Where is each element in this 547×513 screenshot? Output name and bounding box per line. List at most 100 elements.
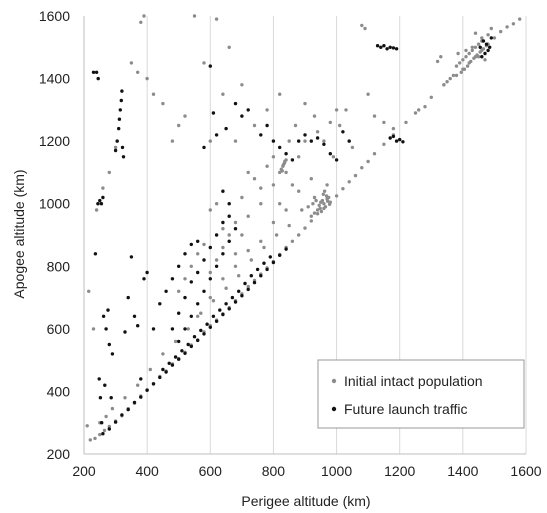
launch-traffic-point <box>129 255 134 259</box>
launch-traffic-point <box>484 42 489 46</box>
initial-population-point <box>91 327 96 331</box>
initial-population-point <box>161 352 165 356</box>
initial-population-point <box>271 155 276 159</box>
launch-traffic-point <box>214 133 219 137</box>
launch-traffic-point <box>481 39 486 43</box>
initial-population-point <box>224 286 228 290</box>
initial-population-point <box>249 258 253 262</box>
launch-traffic-point <box>224 302 228 306</box>
launch-traffic-point <box>139 395 143 399</box>
initial-population-point <box>202 61 206 65</box>
launch-traffic-point <box>100 421 104 425</box>
initial-population-point <box>101 186 105 190</box>
x-tick-labels: 200 400 600 800 1000 1200 1400 1600 <box>72 463 541 479</box>
initial-population-point <box>321 192 325 196</box>
initial-population-point <box>318 206 322 211</box>
initial-population-point <box>360 166 364 170</box>
initial-population-point <box>505 25 509 29</box>
launch-traffic-point <box>398 137 402 142</box>
initial-population-point <box>274 233 279 237</box>
initial-population-point <box>192 14 197 18</box>
launch-traffic-point <box>227 202 231 206</box>
initial-population-point <box>300 208 304 212</box>
initial-population-point <box>202 242 206 247</box>
launch-traffic-point <box>97 377 101 381</box>
launch-traffic-point <box>268 255 272 259</box>
initial-population-point <box>262 245 266 250</box>
launch-traffic-point <box>158 302 162 306</box>
launch-traffic-point <box>170 327 175 331</box>
initial-population-point <box>417 108 421 112</box>
y-tick-label: 600 <box>47 321 71 337</box>
initial-population-point <box>486 33 490 37</box>
launch-traffic-point <box>151 327 156 331</box>
initial-population-point <box>334 194 339 198</box>
initial-population-point <box>284 170 288 175</box>
launch-traffic-point <box>208 277 212 281</box>
series-future-launch-traffic <box>91 36 493 436</box>
launch-traffic-point <box>211 314 216 318</box>
initial-population-point <box>196 252 200 256</box>
launch-traffic-point <box>94 70 99 75</box>
initial-population-point <box>211 299 216 303</box>
initial-population-point <box>233 139 238 143</box>
grid-lines <box>146 16 527 454</box>
launch-traffic-point <box>255 267 260 272</box>
launch-traffic-point <box>388 45 392 49</box>
launch-traffic-point <box>98 198 102 203</box>
initial-population-point <box>518 17 522 21</box>
initial-population-point <box>290 239 295 243</box>
initial-population-point <box>303 226 307 230</box>
initial-population-point <box>372 114 377 118</box>
launch-traffic-point <box>483 51 487 56</box>
launch-traffic-point <box>123 330 127 334</box>
launch-traffic-point <box>170 277 175 281</box>
initial-population-point <box>315 212 320 216</box>
launch-traffic-point <box>388 136 392 140</box>
initial-population-point <box>459 70 463 75</box>
launch-traffic-point <box>334 158 339 162</box>
initial-population-point <box>303 139 307 143</box>
initial-population-point <box>322 139 326 143</box>
initial-population-point <box>347 180 351 184</box>
initial-population-point <box>265 164 269 168</box>
initial-population-point <box>360 23 364 28</box>
launch-traffic-point <box>196 270 200 275</box>
launch-traffic-point <box>96 202 100 206</box>
y-tick-label: 1200 <box>39 133 70 149</box>
launch-traffic-point <box>347 139 351 143</box>
launch-traffic-point <box>192 335 197 339</box>
launch-traffic-point <box>180 349 184 353</box>
launch-traffic-point <box>278 145 282 150</box>
initial-population-point <box>221 227 225 231</box>
initial-population-point <box>327 202 332 206</box>
initial-population-point <box>183 277 187 281</box>
initial-population-point <box>429 95 433 100</box>
initial-population-point <box>322 202 326 206</box>
initial-population-point <box>481 47 486 51</box>
initial-population-point <box>442 83 446 87</box>
initial-population-point <box>227 45 231 49</box>
launch-traffic-point <box>309 139 313 143</box>
launch-traffic-point <box>227 214 231 218</box>
launch-traffic-point <box>278 253 282 257</box>
launch-traffic-point <box>303 133 307 137</box>
initial-population-point <box>465 64 470 68</box>
launch-traffic-point <box>115 139 119 143</box>
x-tick-label: 400 <box>135 463 159 479</box>
initial-population-point <box>142 14 146 18</box>
initial-population-point <box>326 199 330 203</box>
launch-traffic-point <box>173 355 178 359</box>
initial-population-point <box>303 101 307 106</box>
initial-population-point <box>344 108 348 112</box>
initial-population-point <box>472 56 476 60</box>
launch-traffic-point <box>322 142 326 146</box>
launch-traffic-point <box>96 76 100 81</box>
launch-traffic-point <box>252 280 257 285</box>
initial-population-point <box>458 61 462 65</box>
initial-population-point <box>233 252 238 256</box>
launch-traffic-point <box>233 300 238 304</box>
initial-population-point <box>246 214 250 218</box>
initial-population-point <box>366 92 370 96</box>
legend-label-initial: Initial intact population <box>344 373 483 389</box>
